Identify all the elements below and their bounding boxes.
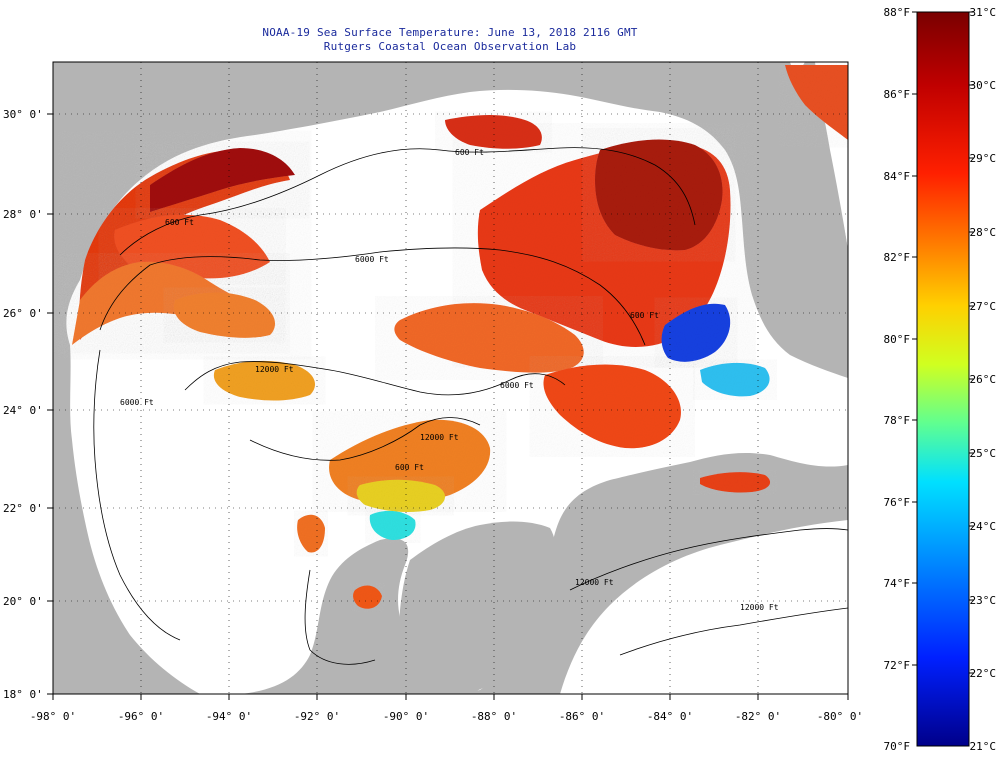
- contour-600ft-north: [119, 147, 696, 256]
- contour-label-4: 12000 Ft: [255, 365, 294, 374]
- sst-cuba-coast: [700, 472, 771, 493]
- colorbar-c-23: 23°C: [970, 594, 997, 607]
- lon-label-98w: -98° 0': [30, 710, 76, 723]
- yucatan-land: [399, 521, 557, 694]
- contour-label-8: 12000 Ft: [575, 578, 614, 587]
- colorbar-c-31: 31°C: [970, 6, 997, 19]
- colorbar-f-70: 70°F: [884, 740, 911, 753]
- contour-600ft-west: [93, 349, 181, 641]
- sst-veracruz-coast: [297, 514, 325, 553]
- sst-central-orange: [394, 303, 584, 373]
- colorbar-f-84: 84°F: [884, 170, 911, 183]
- colorbar-c-24: 24°C: [970, 520, 997, 533]
- contour-6000ft-mid: [99, 247, 646, 346]
- lon-label-92w: -92° 0': [294, 710, 340, 723]
- cuba-land: [650, 466, 848, 529]
- colorbar-c-26: 26°C: [970, 373, 997, 386]
- colorbar-c-21: 21°C: [970, 740, 997, 753]
- lon-label-86w: -86° 0': [559, 710, 605, 723]
- contour-label-11: 12000 Ft: [420, 433, 459, 442]
- colorbar-f-76: 76°F: [884, 496, 911, 509]
- contour-12000ft-west: [184, 361, 566, 396]
- sst-nw-darkest: [150, 148, 295, 212]
- map-body: 600 Ft 600 Ft 6000 Ft 12000 Ft 6000 Ft 6…: [53, 62, 848, 694]
- colorbar-ticks: [912, 11, 974, 674]
- lon-label-94w: -94° 0': [206, 710, 252, 723]
- lon-label-80w: -80° 0': [817, 710, 863, 723]
- contour-label-1: 600 Ft: [165, 218, 194, 227]
- sst-mississippi-plume: [445, 115, 542, 149]
- colorbar-c-27: 27°C: [970, 300, 997, 313]
- colorbar-c-30: 30°C: [970, 79, 997, 92]
- lat-label-28n: 28° 0': [3, 208, 43, 221]
- sst-west-central: [173, 292, 275, 338]
- contour-label-2: 600 Ft: [455, 148, 484, 157]
- contour-label-3: 6000 Ft: [355, 255, 389, 264]
- colorbar-c-28: 28°C: [970, 226, 997, 239]
- contour-6000ft-campeche: [249, 417, 481, 461]
- florida-land: [725, 62, 848, 360]
- graticule: [53, 62, 848, 694]
- colorbar-c-25: 25°C: [970, 447, 997, 460]
- contour-label-6: 600 Ft: [395, 463, 424, 472]
- sst-texas-orange: [72, 261, 270, 345]
- map-subtitle: Rutgers Coastal Ocean Observation Lab: [323, 40, 577, 53]
- sst-nw-shelf: [79, 149, 290, 340]
- lon-label-90w: -90° 0': [383, 710, 429, 723]
- colorbar-f-86: 86°F: [884, 88, 911, 101]
- colorbar-f-78: 78°F: [884, 414, 911, 427]
- sst-florida-east: [785, 65, 848, 140]
- contour-label-5: 6000 Ft: [500, 381, 534, 390]
- lat-label-30n: 30° 0': [3, 108, 43, 121]
- contour-yucatan-shelf: [304, 569, 376, 665]
- bathymetry-contours: [93, 147, 848, 665]
- sst-big-bend-dark: [595, 139, 723, 251]
- colorbar-f-74: 74°F: [884, 577, 911, 590]
- sst-keys-blue: [661, 303, 731, 362]
- map-title: NOAA-19 Sea Surface Temperature: June 13…: [262, 26, 638, 39]
- colorbar-c-29: 29°C: [970, 152, 997, 165]
- contour-carib-lower: [619, 607, 848, 656]
- lat-label-22n: 22° 0': [3, 502, 43, 515]
- sst-loop-current: [543, 364, 681, 449]
- lon-label-88w: -88° 0': [471, 710, 517, 723]
- colorbar-f-80: 80°F: [884, 333, 911, 346]
- colorbar-f-88: 88°F: [884, 6, 911, 19]
- sst-bay-campeche-yellow: [213, 360, 315, 401]
- sst-keys-cyan: [700, 362, 770, 397]
- contour-label-9: 600 Ft: [630, 311, 659, 320]
- lon-label-82w: -82° 0': [735, 710, 781, 723]
- contour-label-10: 12000 Ft: [740, 603, 779, 612]
- colorbar: [916, 11, 970, 747]
- colorbar-f-82: 82°F: [884, 251, 911, 264]
- sst-campeche-orange: [329, 419, 491, 504]
- axis-ticks: [47, 113, 849, 700]
- sst-veracruz: [353, 585, 382, 609]
- sst-campeche-yellow: [356, 479, 446, 513]
- lon-label-96w: -96° 0': [118, 710, 164, 723]
- lat-label-24n: 24° 0': [3, 404, 43, 417]
- lat-label-20n: 20° 0': [3, 595, 43, 608]
- contour-12000ft-carib: [569, 528, 848, 591]
- sst-campeche-cyan: [369, 510, 416, 540]
- colorbar-c-22: 22°C: [970, 667, 997, 680]
- map-frame: [52, 61, 849, 695]
- lat-label-26n: 26° 0': [3, 307, 43, 320]
- lat-label-18n: 18° 0': [3, 688, 43, 701]
- colorbar-f-72: 72°F: [884, 659, 911, 672]
- contour-label-7: 6000 Ft: [120, 398, 154, 407]
- lon-label-84w: -84° 0': [647, 710, 693, 723]
